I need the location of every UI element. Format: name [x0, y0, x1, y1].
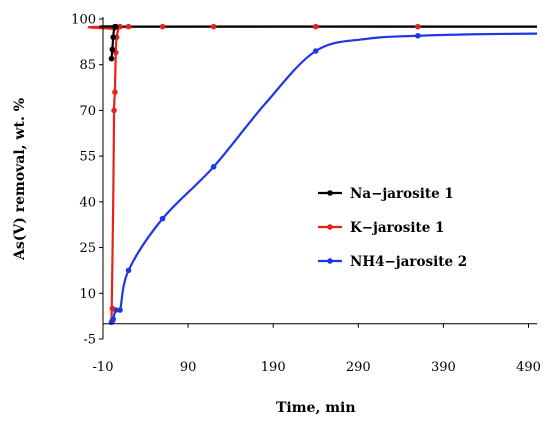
series-line	[99, 25, 537, 59]
data-point	[125, 267, 132, 274]
series-line	[87, 25, 538, 324]
data-point	[210, 164, 217, 170]
legend-marker	[327, 258, 333, 264]
data-point	[117, 23, 123, 30]
legend-label: NH4−jarosite 2	[350, 254, 467, 270]
data-point	[109, 46, 116, 53]
legend-label: K−jarosite 1	[350, 220, 444, 236]
data-point	[110, 34, 117, 41]
y-tick-label: 85	[79, 58, 96, 73]
series-line	[110, 32, 538, 323]
x-tick-label: 90	[180, 360, 197, 375]
data-point	[112, 89, 118, 95]
data-point	[210, 23, 217, 30]
data-point	[108, 55, 115, 62]
y-tick-label: 55	[79, 150, 96, 165]
x-tick-label: 390	[431, 360, 456, 375]
y-tick-label: 100	[71, 13, 96, 28]
y-tick-label: 40	[79, 195, 96, 210]
legend-marker	[327, 190, 333, 196]
data-point	[109, 305, 116, 312]
y-tick-label: 25	[79, 241, 96, 256]
data-point	[415, 32, 421, 39]
data-point	[312, 48, 319, 54]
x-tick-label: 490	[516, 360, 541, 375]
legend-label: Na−jarosite 1	[350, 186, 454, 202]
x-tick-label: 190	[261, 360, 286, 375]
series-markers	[108, 23, 421, 326]
y-axis-title: As(V) removal, wt. %	[12, 98, 28, 261]
x-tick-label: -10	[93, 360, 114, 375]
x-tick-label: 290	[346, 360, 371, 375]
series-lines	[87, 25, 538, 324]
legend: Na−jarosite 1 K−jarosite 1 NH4−jarosite 2	[318, 186, 467, 270]
legend-marker	[327, 224, 333, 230]
data-point	[111, 107, 117, 114]
data-point	[125, 23, 132, 30]
y-tick-label: 10	[79, 287, 96, 302]
data-point	[117, 307, 123, 313]
y-tick-label: 70	[79, 104, 96, 119]
x-axis-title: Time, min	[276, 400, 356, 416]
data-point	[415, 23, 421, 30]
data-point	[312, 23, 319, 30]
data-point	[110, 316, 117, 322]
axes: -5 10 25 40 55 70 85 100 -10 90 190 290 390 490	[71, 13, 541, 376]
data-point	[112, 23, 119, 30]
y-tick-label: -5	[83, 333, 96, 348]
data-point	[159, 23, 166, 30]
data-point	[159, 215, 166, 222]
